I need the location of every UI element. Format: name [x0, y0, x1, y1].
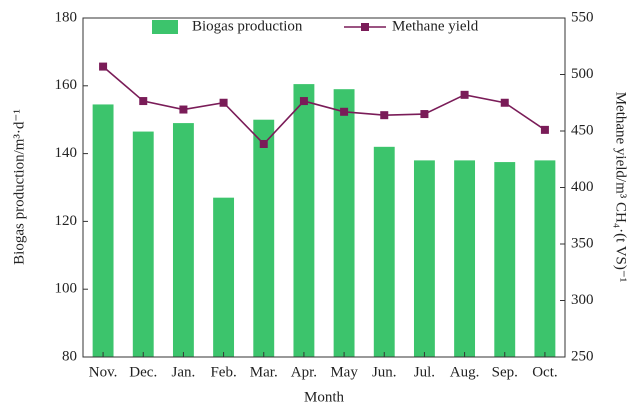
marker — [540, 125, 549, 134]
bar — [213, 197, 235, 357]
bar — [454, 160, 476, 357]
x-tick-label: Nov. — [89, 364, 118, 380]
bar — [172, 123, 194, 357]
bar — [132, 131, 154, 357]
legend-label: Methane yield — [392, 18, 479, 34]
y2-tick-label: 350 — [571, 235, 594, 251]
legend-label: Biogas production — [192, 18, 303, 34]
marker — [460, 90, 469, 99]
marker — [380, 111, 389, 120]
bar — [534, 160, 556, 357]
bar — [253, 119, 275, 357]
y-tick-label: 180 — [55, 9, 78, 25]
x-tick-label: Dec. — [129, 364, 157, 380]
bar — [92, 104, 114, 357]
marker — [340, 107, 349, 116]
y-axis-label: Biogas production/m³·d⁻¹ — [11, 109, 27, 265]
marker — [299, 97, 308, 106]
x-tick-label: Aug. — [450, 364, 480, 380]
marker — [500, 98, 509, 107]
x-tick-label: May — [330, 364, 358, 380]
marker — [139, 97, 148, 106]
y2-tick-label: 450 — [571, 122, 594, 138]
x-tick-label: Jan. — [172, 364, 196, 380]
plot-frame — [82, 17, 566, 358]
y-tick-label: 100 — [55, 281, 78, 297]
bar — [413, 160, 435, 357]
y2-tick-label: 550 — [571, 9, 594, 25]
marker — [259, 139, 268, 148]
marker — [219, 98, 228, 107]
y2-tick-label: 300 — [571, 292, 594, 308]
y2-axis-label: Methane yield/m³ CH₄·(t VS)⁻¹ — [613, 92, 629, 283]
y2-tick-label: 250 — [571, 348, 594, 364]
x-axis-label: Month — [304, 389, 345, 405]
bar — [293, 84, 315, 357]
x-tick-label: Feb. — [210, 364, 236, 380]
bar — [333, 89, 355, 357]
x-tick-label: Oct. — [532, 364, 557, 380]
y-tick-label: 120 — [55, 213, 78, 229]
y-tick-label: 80 — [62, 348, 77, 364]
x-tick-label: Jul. — [414, 364, 435, 380]
bar — [494, 162, 516, 357]
legend-marker — [361, 23, 369, 31]
x-tick-label: Sep. — [492, 364, 518, 380]
y-tick-label: 140 — [55, 145, 78, 161]
x-tick-label: Apr. — [291, 364, 317, 380]
marker — [420, 110, 429, 119]
y-tick-label: 160 — [55, 77, 78, 93]
line — [102, 65, 546, 146]
y2-tick-label: 500 — [571, 66, 594, 82]
y2-tick-label: 400 — [571, 179, 594, 195]
marker — [99, 62, 108, 71]
marker — [179, 105, 188, 114]
x-tick-label: Jun. — [372, 364, 397, 380]
bar — [373, 146, 395, 357]
legend-swatch — [152, 20, 178, 34]
x-tick-label: Mar. — [250, 364, 278, 380]
